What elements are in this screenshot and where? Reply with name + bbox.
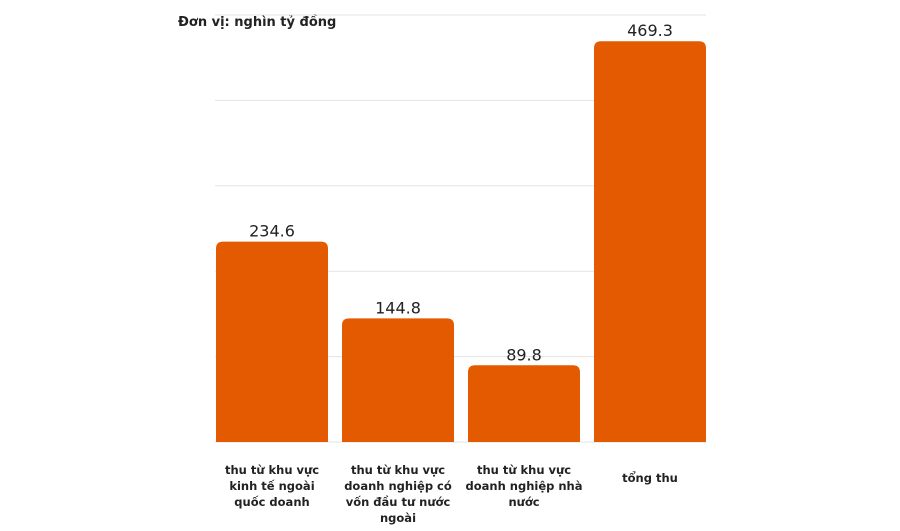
bar-3 [468,365,580,442]
value-labels: 234.6 144.8 89.8 469.3 [249,21,673,364]
bars [216,41,706,442]
x-tick-label-3: thu từ khu vực doanh nghiệp nhà nước [465,463,583,509]
value-label-1: 234.6 [249,222,295,241]
bar-4 [594,41,706,442]
value-label-2: 144.8 [375,298,421,317]
value-label-4: 469.3 [627,21,673,40]
unit-label: Đơn vị: nghìn tỷ đồng [178,15,337,30]
x-tick-label-2: thu từ khu vực doanh nghiệp có vốn đầu t… [344,463,452,525]
bar-1 [216,241,328,442]
value-label-3: 89.8 [506,345,542,364]
x-tick-label-4: tổng thu [622,471,678,485]
bar-2 [342,318,454,442]
x-tick-label-1: thu từ khu vực kinh tế ngoài quốc doanh [224,463,320,509]
